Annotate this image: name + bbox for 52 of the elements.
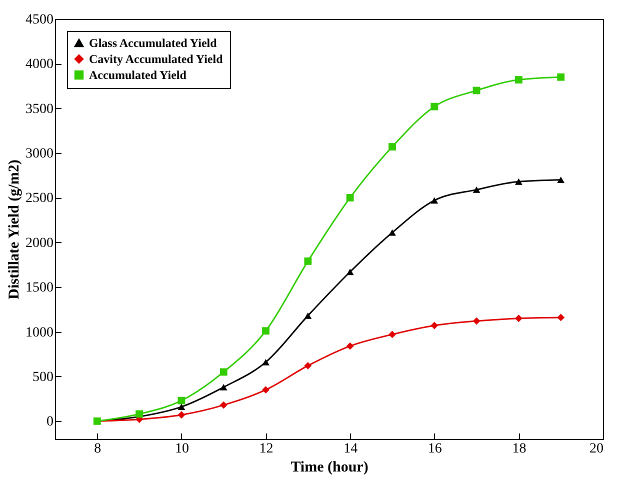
point xyxy=(304,362,312,370)
point xyxy=(262,358,270,366)
point xyxy=(557,314,565,322)
y-tick-label: 500 xyxy=(32,370,54,385)
point xyxy=(262,327,270,335)
point xyxy=(514,178,522,185)
x-axis-title: Time (hour) xyxy=(290,460,368,476)
y-tick-label: 1500 xyxy=(26,280,54,296)
y-tick-label: 0 xyxy=(46,414,54,430)
point xyxy=(178,411,186,419)
point xyxy=(388,143,396,150)
y-tick-label: 4000 xyxy=(26,57,54,72)
point xyxy=(304,257,312,265)
point xyxy=(388,330,396,338)
y-tick-label: 3500 xyxy=(26,102,54,117)
point xyxy=(220,384,228,390)
point xyxy=(388,229,396,236)
point xyxy=(514,314,522,322)
x-tick-label: 8 xyxy=(94,442,102,456)
y-tick-label: 2500 xyxy=(26,191,54,206)
point xyxy=(346,342,354,350)
point xyxy=(472,317,480,325)
y-axis-title: Distillate Yield (g/m2) xyxy=(6,160,22,300)
point xyxy=(304,312,312,319)
legend-label: Accumulated Yield xyxy=(89,68,187,82)
point xyxy=(220,368,228,376)
point xyxy=(514,76,522,84)
point xyxy=(557,73,565,81)
x-tick-label: 20 xyxy=(590,442,604,456)
point xyxy=(136,410,144,418)
point xyxy=(346,194,354,202)
y-tick-label: 4500 xyxy=(26,12,54,28)
point xyxy=(262,386,270,394)
point xyxy=(430,197,438,204)
point xyxy=(430,102,438,110)
y-tick-label: 2000 xyxy=(26,236,54,251)
legend-label: Glass Accumulated Yield xyxy=(89,36,218,50)
y-tick-label: 3000 xyxy=(26,146,54,162)
point xyxy=(430,322,438,330)
x-tick-label: 18 xyxy=(512,442,526,456)
point xyxy=(557,176,565,184)
point xyxy=(220,401,228,409)
legend-label: Cavity Accumulated Yield xyxy=(89,52,224,66)
x-tick-label: 16 xyxy=(428,442,442,456)
y-tick-label: 1000 xyxy=(26,325,54,340)
point xyxy=(472,186,480,193)
x-tick-label: 10 xyxy=(174,442,189,456)
x-tick-label: 14 xyxy=(344,442,358,456)
point xyxy=(178,404,186,410)
x-tick-label: 12 xyxy=(259,442,274,456)
point xyxy=(178,396,186,404)
point xyxy=(346,268,354,276)
